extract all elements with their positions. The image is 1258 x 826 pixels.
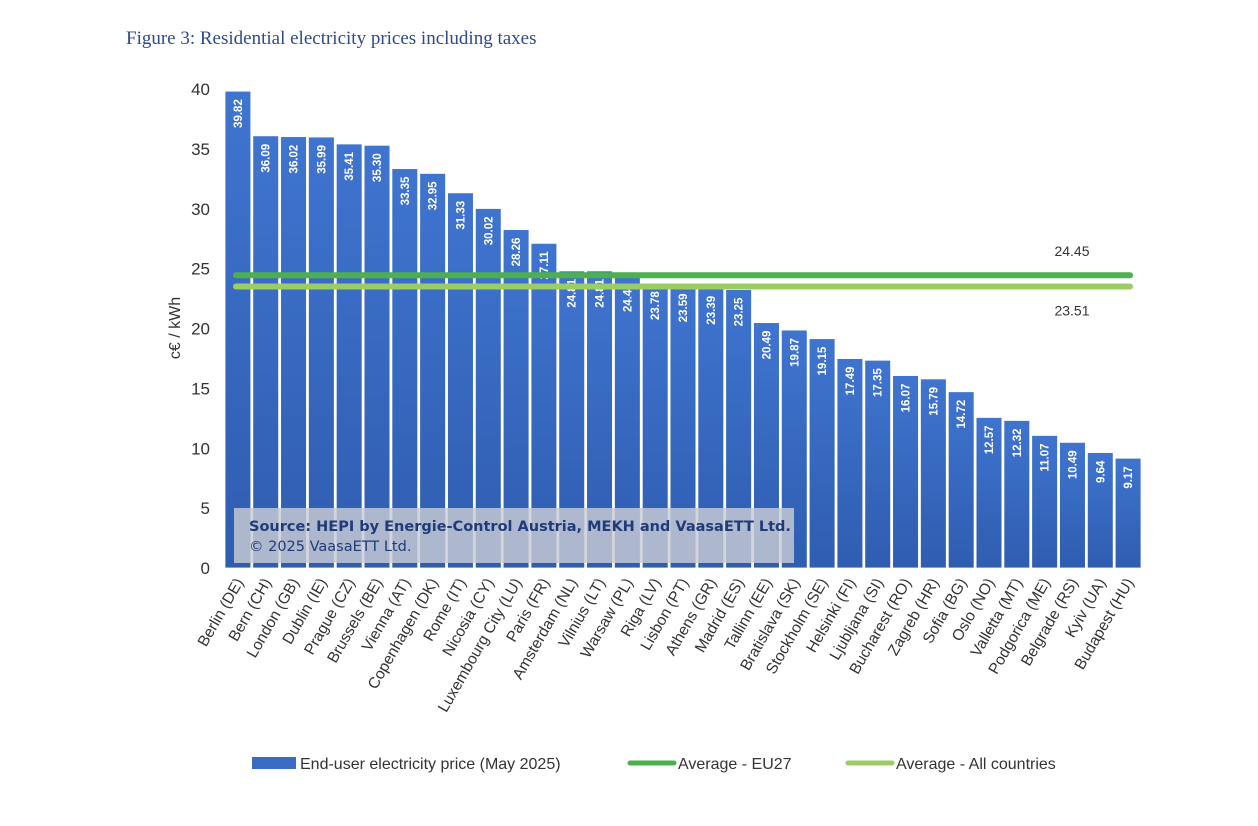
bar-value-label: 17.49	[845, 367, 857, 396]
bar	[280, 136, 307, 569]
y-axis: 0 5 10 15 20 25 30 35 40	[191, 80, 210, 578]
bar-value-label: 33.35	[400, 176, 412, 205]
average-line-label: 23.51	[1054, 302, 1089, 318]
legend-label: End-user electricity price (May 2025)	[300, 756, 561, 773]
bar-value-label: 17.35	[873, 368, 885, 397]
bar-value-label: 14.72	[956, 400, 968, 429]
bar-value-label: 12.57	[984, 425, 996, 454]
bar-value-label: 24.81	[567, 278, 579, 307]
bar-value-label: 35.41	[344, 151, 356, 180]
bar-value-label: 19.87	[789, 338, 801, 367]
average-line-label: 24.45	[1054, 243, 1089, 259]
y-tick-label: 25	[191, 260, 210, 279]
bar-value-label: 23.25	[734, 297, 746, 326]
legend-label: Average - All countries	[896, 756, 1056, 773]
bar-value-label: 24.45	[622, 283, 634, 312]
bar	[836, 358, 864, 569]
y-tick-label: 15	[191, 379, 210, 398]
bar	[419, 173, 446, 569]
bar	[920, 378, 947, 569]
average-lines: 24.45 23.51	[233, 243, 1133, 318]
bar	[224, 90, 252, 569]
bar	[1114, 457, 1142, 569]
bar-value-label: 39.82	[233, 99, 245, 128]
y-axis-label: c€ / kWh	[167, 297, 184, 359]
y-tick-label: 10	[191, 439, 210, 458]
y-tick-label: 30	[191, 200, 210, 219]
bar	[308, 136, 335, 569]
bar-value-label: 23.39	[706, 296, 718, 325]
bar	[252, 135, 280, 569]
source-line-1: Source: HEPI by Energie-Control Austria,…	[249, 519, 791, 535]
bar	[808, 338, 836, 569]
bar	[947, 391, 975, 569]
bar-value-label: 16.07	[901, 384, 913, 413]
y-tick-label: 35	[191, 140, 210, 159]
bar	[447, 192, 474, 569]
legend-label: Average - EU27	[678, 756, 792, 773]
bar-value-label: 20.49	[761, 331, 773, 360]
bar-value-label: 23.78	[650, 291, 662, 320]
bar	[892, 375, 919, 569]
bars: 39.82 36.09 36.02 35.99 35.41 35.30 33.35 32.95…	[224, 90, 1142, 569]
legend: End-user electricity price (May 2025) Ave…	[252, 756, 1056, 773]
y-tick-label: 40	[191, 80, 210, 99]
y-tick-label: 20	[191, 320, 210, 339]
bar-value-label: 9.64	[1095, 460, 1107, 483]
bar-value-label: 19.15	[817, 346, 829, 375]
bar-value-label: 35.99	[316, 145, 328, 174]
bar-value-label: 31.33	[455, 201, 467, 230]
bar-value-label: 36.02	[289, 145, 301, 174]
bar	[391, 168, 419, 569]
source-line-2: © 2025 VaasaETT Ltd.	[249, 539, 411, 555]
bar	[1086, 452, 1114, 569]
bar-value-label: 11.07	[1040, 443, 1052, 471]
figure-title: Figure 3: Residential electricity prices…	[126, 28, 537, 49]
bar-value-label: 23.59	[678, 294, 690, 323]
bar-value-label: 28.26	[511, 238, 523, 267]
bar-value-label: 12.32	[1012, 428, 1024, 457]
bar-value-label: 9.17	[1123, 466, 1135, 488]
x-axis-labels: Berlin (DE)Bern (CH)London (GB)Dublin (I…	[195, 575, 1138, 715]
bar	[335, 143, 363, 569]
bar	[864, 359, 892, 569]
legend-swatch	[252, 757, 296, 769]
bar	[363, 144, 391, 569]
bar-value-label: 35.30	[372, 153, 384, 182]
y-tick-label: 5	[201, 499, 210, 518]
bar-value-label: 10.49	[1067, 450, 1079, 479]
bar	[1003, 420, 1031, 569]
bar	[1031, 435, 1058, 569]
bar	[1059, 441, 1086, 569]
bar	[975, 417, 1003, 569]
bar-value-label: 36.09	[261, 144, 273, 173]
bar-value-label: 32.95	[428, 181, 440, 210]
y-tick-label: 0	[201, 559, 210, 578]
source-box: Source: HEPI by Energie-Control Austria,…	[234, 508, 794, 563]
bar-value-label: 15.79	[928, 387, 940, 416]
bar-value-label: 24.81	[595, 278, 607, 307]
bar-value-label: 30.02	[483, 217, 495, 246]
